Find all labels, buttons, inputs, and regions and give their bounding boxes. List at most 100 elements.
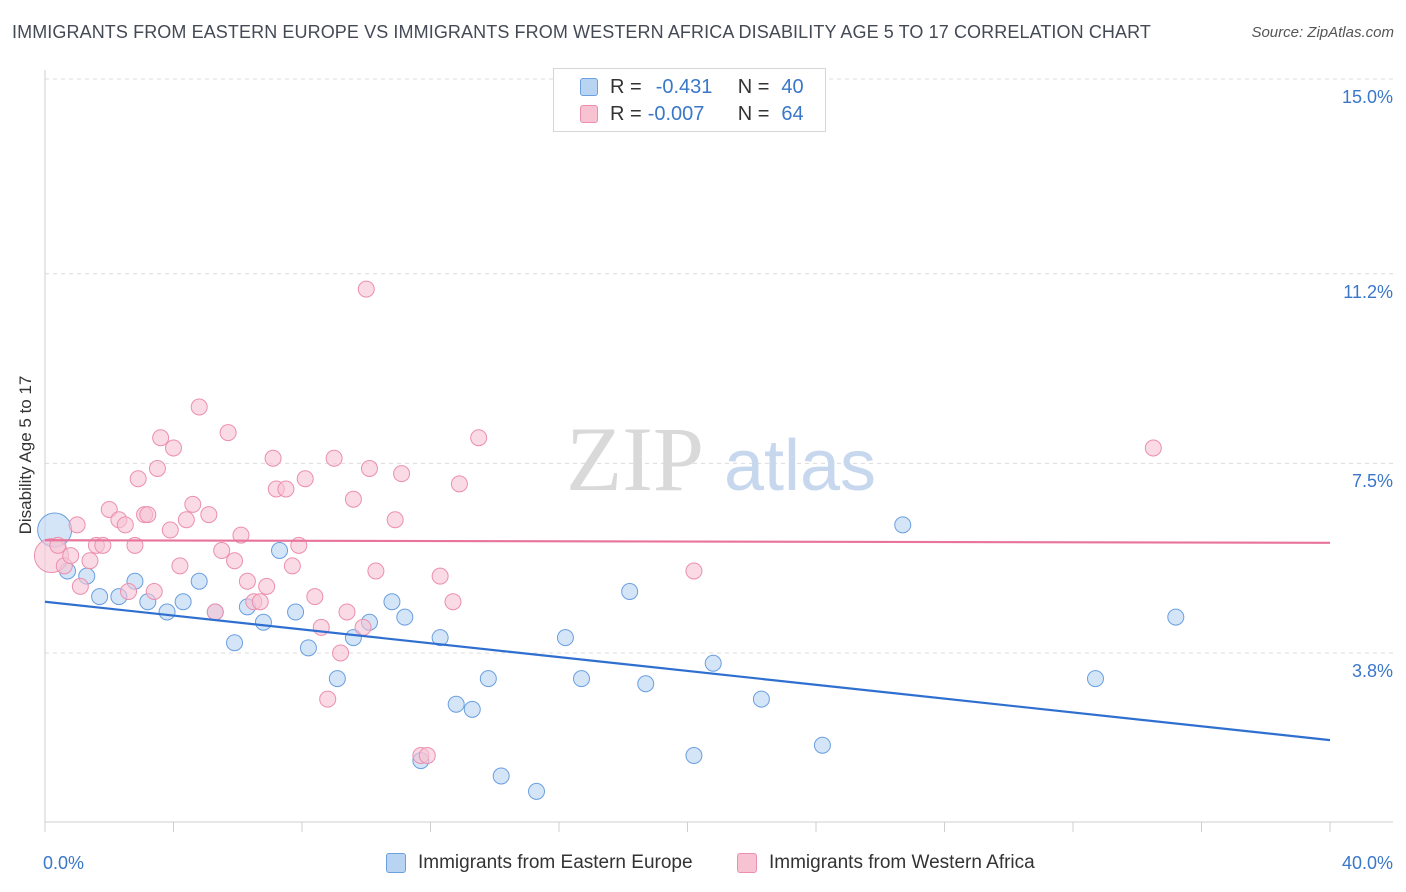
point-series0-7 [158, 603, 176, 621]
point-series0-29 [556, 629, 574, 647]
point-series0-26 [479, 670, 497, 688]
point-series1-26 [200, 506, 218, 524]
legend-n-label: N = [737, 102, 770, 125]
point-series0-30 [572, 670, 590, 688]
point-series0-14 [271, 542, 289, 559]
point-series1-6 [81, 552, 99, 570]
legend-r-value: -0.431 [655, 75, 713, 98]
point-series1-22 [171, 557, 189, 575]
point-series1-5 [71, 577, 89, 595]
legend-row-western-africa: R = -0.007 N = 64 [554, 100, 825, 128]
axes [44, 70, 1393, 832]
legend-swatch-blue [580, 78, 598, 96]
point-series1-47 [338, 603, 356, 621]
chart-title: IMMIGRANTS FROM EASTERN EUROPE VS IMMIGR… [12, 22, 1152, 42]
point-series1-52 [367, 562, 385, 580]
point-series1-11 [116, 516, 134, 534]
point-series1-39 [283, 557, 301, 575]
legend-n-value: 40 [781, 75, 804, 98]
point-series1-36 [264, 449, 282, 467]
trend-line-series1 [44, 539, 1331, 544]
point-series1-16 [139, 506, 157, 524]
point-series0-32 [637, 675, 655, 693]
point-series0-31 [621, 583, 639, 600]
chart-source: Source: ZipAtlas.com [1251, 24, 1394, 41]
point-series1-3 [62, 547, 80, 565]
y-tick-label-0: 3.8% [1351, 661, 1393, 681]
x-tick-label-max: 40.0% [1341, 853, 1393, 873]
point-series0-16 [299, 639, 317, 657]
point-series1-46 [332, 644, 350, 662]
trend-lines [44, 539, 1331, 742]
correlation-legend: R = -0.431 N = 40 R = -0.007 N = 64 [553, 68, 826, 132]
point-series0-21 [396, 608, 414, 626]
point-series0-39 [1167, 608, 1185, 626]
series-legend: Immigrants from Eastern Europe Immigrant… [0, 852, 1406, 878]
point-series1-31 [232, 526, 250, 544]
point-series1-54 [393, 465, 411, 483]
point-series1-17 [145, 583, 163, 600]
legend-r-label: R = [610, 75, 642, 98]
point-series1-4 [68, 516, 86, 534]
series-swatch-pink [737, 853, 757, 873]
point-series0-3 [91, 588, 109, 606]
point-series0-11 [226, 634, 244, 652]
point-series0-13 [254, 613, 272, 631]
point-series1-45 [325, 449, 343, 467]
point-series0-9 [190, 572, 208, 590]
series-swatch-blue [386, 853, 406, 873]
point-series1-59 [450, 475, 468, 493]
point-series0-35 [752, 690, 770, 708]
legend-swatch-pink [580, 105, 598, 123]
watermark-zip: ZIP [566, 408, 704, 510]
point-series1-30 [226, 552, 244, 570]
point-series1-20 [161, 521, 179, 539]
point-series1-42 [306, 588, 324, 606]
x-tick-label-min: 0.0% [43, 853, 85, 873]
point-series1-49 [354, 618, 372, 636]
watermark-atlas: atlas [724, 426, 876, 506]
grid-lines [45, 78, 1393, 654]
point-series1-57 [431, 567, 449, 585]
legend-r-label: R = [610, 102, 642, 125]
point-series1-62 [1144, 439, 1162, 457]
point-series0-28 [528, 782, 546, 800]
point-series0-37 [894, 516, 912, 534]
point-series1-27 [206, 603, 224, 621]
point-series1-50 [357, 280, 375, 298]
point-series1-41 [296, 470, 314, 488]
point-series0-17 [328, 670, 346, 688]
point-series0-15 [287, 603, 305, 621]
point-series1-53 [386, 511, 404, 529]
y-tick-label-1: 7.5% [1351, 471, 1393, 492]
point-series1-18 [148, 460, 166, 477]
trend-line-series0 [44, 600, 1331, 742]
point-series0-8 [174, 593, 192, 611]
point-series1-34 [251, 593, 269, 611]
legend-r-value: -0.007 [647, 102, 705, 125]
point-series0-36 [813, 736, 831, 754]
y-axis-title: Disability Age 5 to 17 [16, 375, 35, 535]
point-series0-34 [704, 654, 722, 672]
point-series1-61 [685, 562, 703, 580]
point-series1-23 [177, 511, 195, 529]
point-series1-25 [190, 398, 208, 416]
point-series0-27 [492, 767, 510, 785]
point-series1-38 [277, 480, 295, 498]
point-series0-20 [383, 593, 401, 611]
data-points [33, 280, 1185, 800]
point-series0-23 [431, 629, 449, 647]
point-series1-29 [219, 424, 237, 442]
point-series1-19 [152, 429, 170, 447]
point-series1-35 [258, 577, 276, 595]
legend-n-value: 64 [781, 102, 804, 125]
point-series0-33 [685, 747, 703, 764]
point-series1-51 [360, 460, 378, 477]
point-series1-44 [319, 690, 337, 708]
point-series1-32 [238, 572, 256, 590]
point-series1-48 [344, 490, 362, 508]
point-series1-12 [120, 583, 138, 600]
series-legend-eastern-europe: Immigrants from Eastern Europe [386, 852, 693, 874]
series-legend-western-africa: Immigrants from Western Africa [737, 852, 1035, 874]
